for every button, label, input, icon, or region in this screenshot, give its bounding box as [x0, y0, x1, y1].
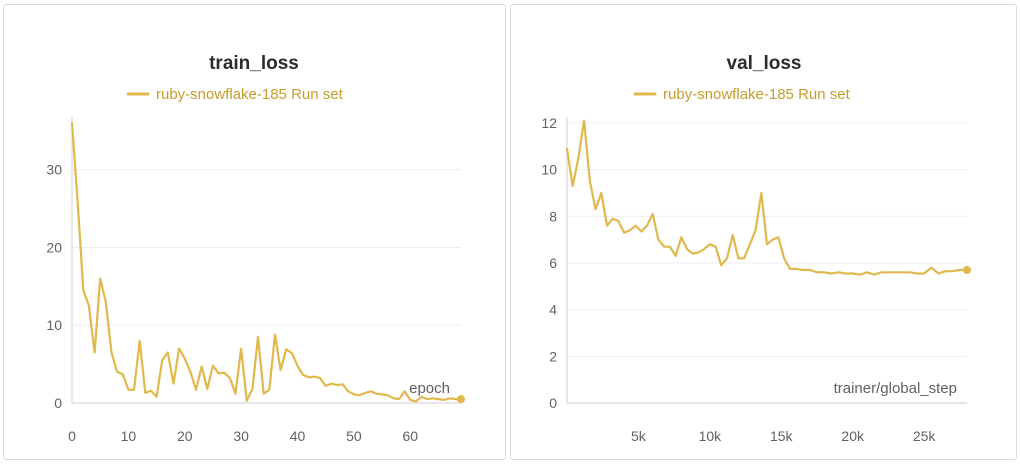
y-tick-label: 12 [541, 115, 557, 131]
y-tick-label: 20 [46, 239, 62, 255]
legend[interactable]: ruby-snowflake-185 Run set [633, 86, 851, 103]
y-tick-label: 6 [549, 255, 557, 271]
y-tick-label: 0 [54, 395, 62, 411]
y-tick-label: 0 [549, 395, 557, 411]
x-tick-label: 30 [233, 428, 249, 444]
val-loss-panel: val_loss ruby-snowflake-185 Run set 0 2 4 6… [510, 4, 1017, 460]
x-tick-label: 15k [770, 428, 794, 444]
val-loss-chart: val_loss ruby-snowflake-185 Run set 0 2 4 6… [541, 53, 971, 444]
x-tick-label: 40 [290, 428, 306, 444]
legend-label: ruby-snowflake-185 Run set [156, 86, 344, 103]
x-tick-label: 5k [631, 428, 647, 444]
x-tick-label: 10 [121, 428, 137, 444]
x-tick-label: 10k [699, 428, 723, 444]
y-tick-label: 2 [549, 348, 557, 364]
x-tick-label: 0 [68, 428, 76, 444]
series-line[interactable] [565, 119, 969, 276]
legend-label: ruby-snowflake-185 Run set [663, 86, 851, 103]
x-tick-label: 20 [177, 428, 193, 444]
x-tick-label: 20k [841, 428, 865, 444]
y-tick-label: 10 [46, 317, 62, 333]
y-tick-label: 8 [549, 208, 557, 224]
train-loss-panel: train_loss ruby-snowflake-185 Run set 0 1… [3, 4, 506, 460]
x-tick-label: 50 [346, 428, 362, 444]
x-tick-label: 60 [402, 428, 418, 444]
x-axis-label: epoch [409, 380, 450, 397]
y-tick-label: 30 [46, 162, 62, 178]
series-end-point[interactable] [457, 395, 465, 404]
chart-title: val_loss [727, 53, 802, 74]
y-tick-label: 4 [549, 302, 557, 318]
series-end-point[interactable] [963, 266, 971, 274]
x-tick-label: 25k [913, 428, 937, 444]
chart-title: train_loss [209, 53, 299, 74]
legend[interactable]: ruby-snowflake-185 Run set [126, 86, 344, 103]
train-loss-chart: train_loss ruby-snowflake-185 Run set 0 1… [46, 53, 465, 444]
series-line[interactable] [70, 121, 463, 403]
x-axis-label: trainer/global_step [834, 380, 957, 397]
y-tick-label: 10 [541, 162, 557, 178]
